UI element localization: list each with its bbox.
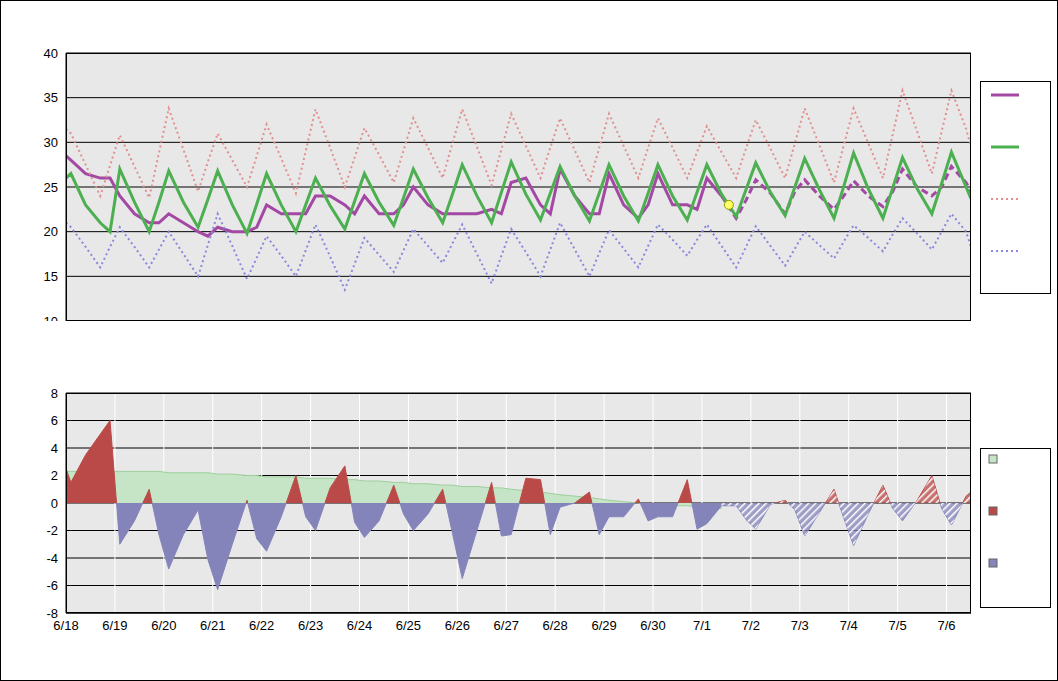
svg-text:7/1: 7/1 [693, 618, 711, 633]
svg-text:7/5: 7/5 [889, 618, 907, 633]
svg-text:7/6: 7/6 [938, 618, 956, 633]
svg-text:-6: -6 [46, 578, 58, 593]
svg-text:10: 10 [44, 314, 58, 321]
svg-text:6/25: 6/25 [396, 618, 421, 633]
svg-text:8: 8 [51, 386, 58, 401]
svg-text:6/28: 6/28 [543, 618, 568, 633]
svg-text:6/20: 6/20 [151, 618, 176, 633]
svg-text:-4: -4 [46, 551, 58, 566]
svg-text:-2: -2 [46, 523, 58, 538]
svg-text:6/23: 6/23 [298, 618, 323, 633]
svg-text:6/21: 6/21 [200, 618, 225, 633]
svg-text:6/19: 6/19 [102, 618, 127, 633]
svg-text:6/26: 6/26 [445, 618, 470, 633]
svg-text:6/30: 6/30 [640, 618, 665, 633]
svg-text:2: 2 [51, 468, 58, 483]
svg-text:6/29: 6/29 [591, 618, 616, 633]
svg-text:6/27: 6/27 [494, 618, 519, 633]
svg-text:6/22: 6/22 [249, 618, 274, 633]
svg-text:35: 35 [44, 90, 58, 105]
svg-text:0: 0 [51, 496, 58, 511]
svg-text:6/18: 6/18 [53, 618, 79, 634]
svg-text:20: 20 [44, 224, 58, 239]
svg-text:7/3: 7/3 [791, 618, 809, 633]
svg-text:6: 6 [51, 413, 58, 428]
svg-text:-8: -8 [46, 606, 58, 621]
svg-text:25: 25 [44, 180, 58, 195]
svg-text:40: 40 [44, 46, 58, 61]
svg-text:7/4: 7/4 [840, 618, 858, 633]
svg-text:7/2: 7/2 [742, 618, 760, 633]
svg-text:30: 30 [44, 135, 58, 150]
svg-text:4: 4 [51, 441, 58, 456]
svg-text:6/24: 6/24 [347, 618, 372, 633]
svg-text:15: 15 [44, 269, 58, 284]
